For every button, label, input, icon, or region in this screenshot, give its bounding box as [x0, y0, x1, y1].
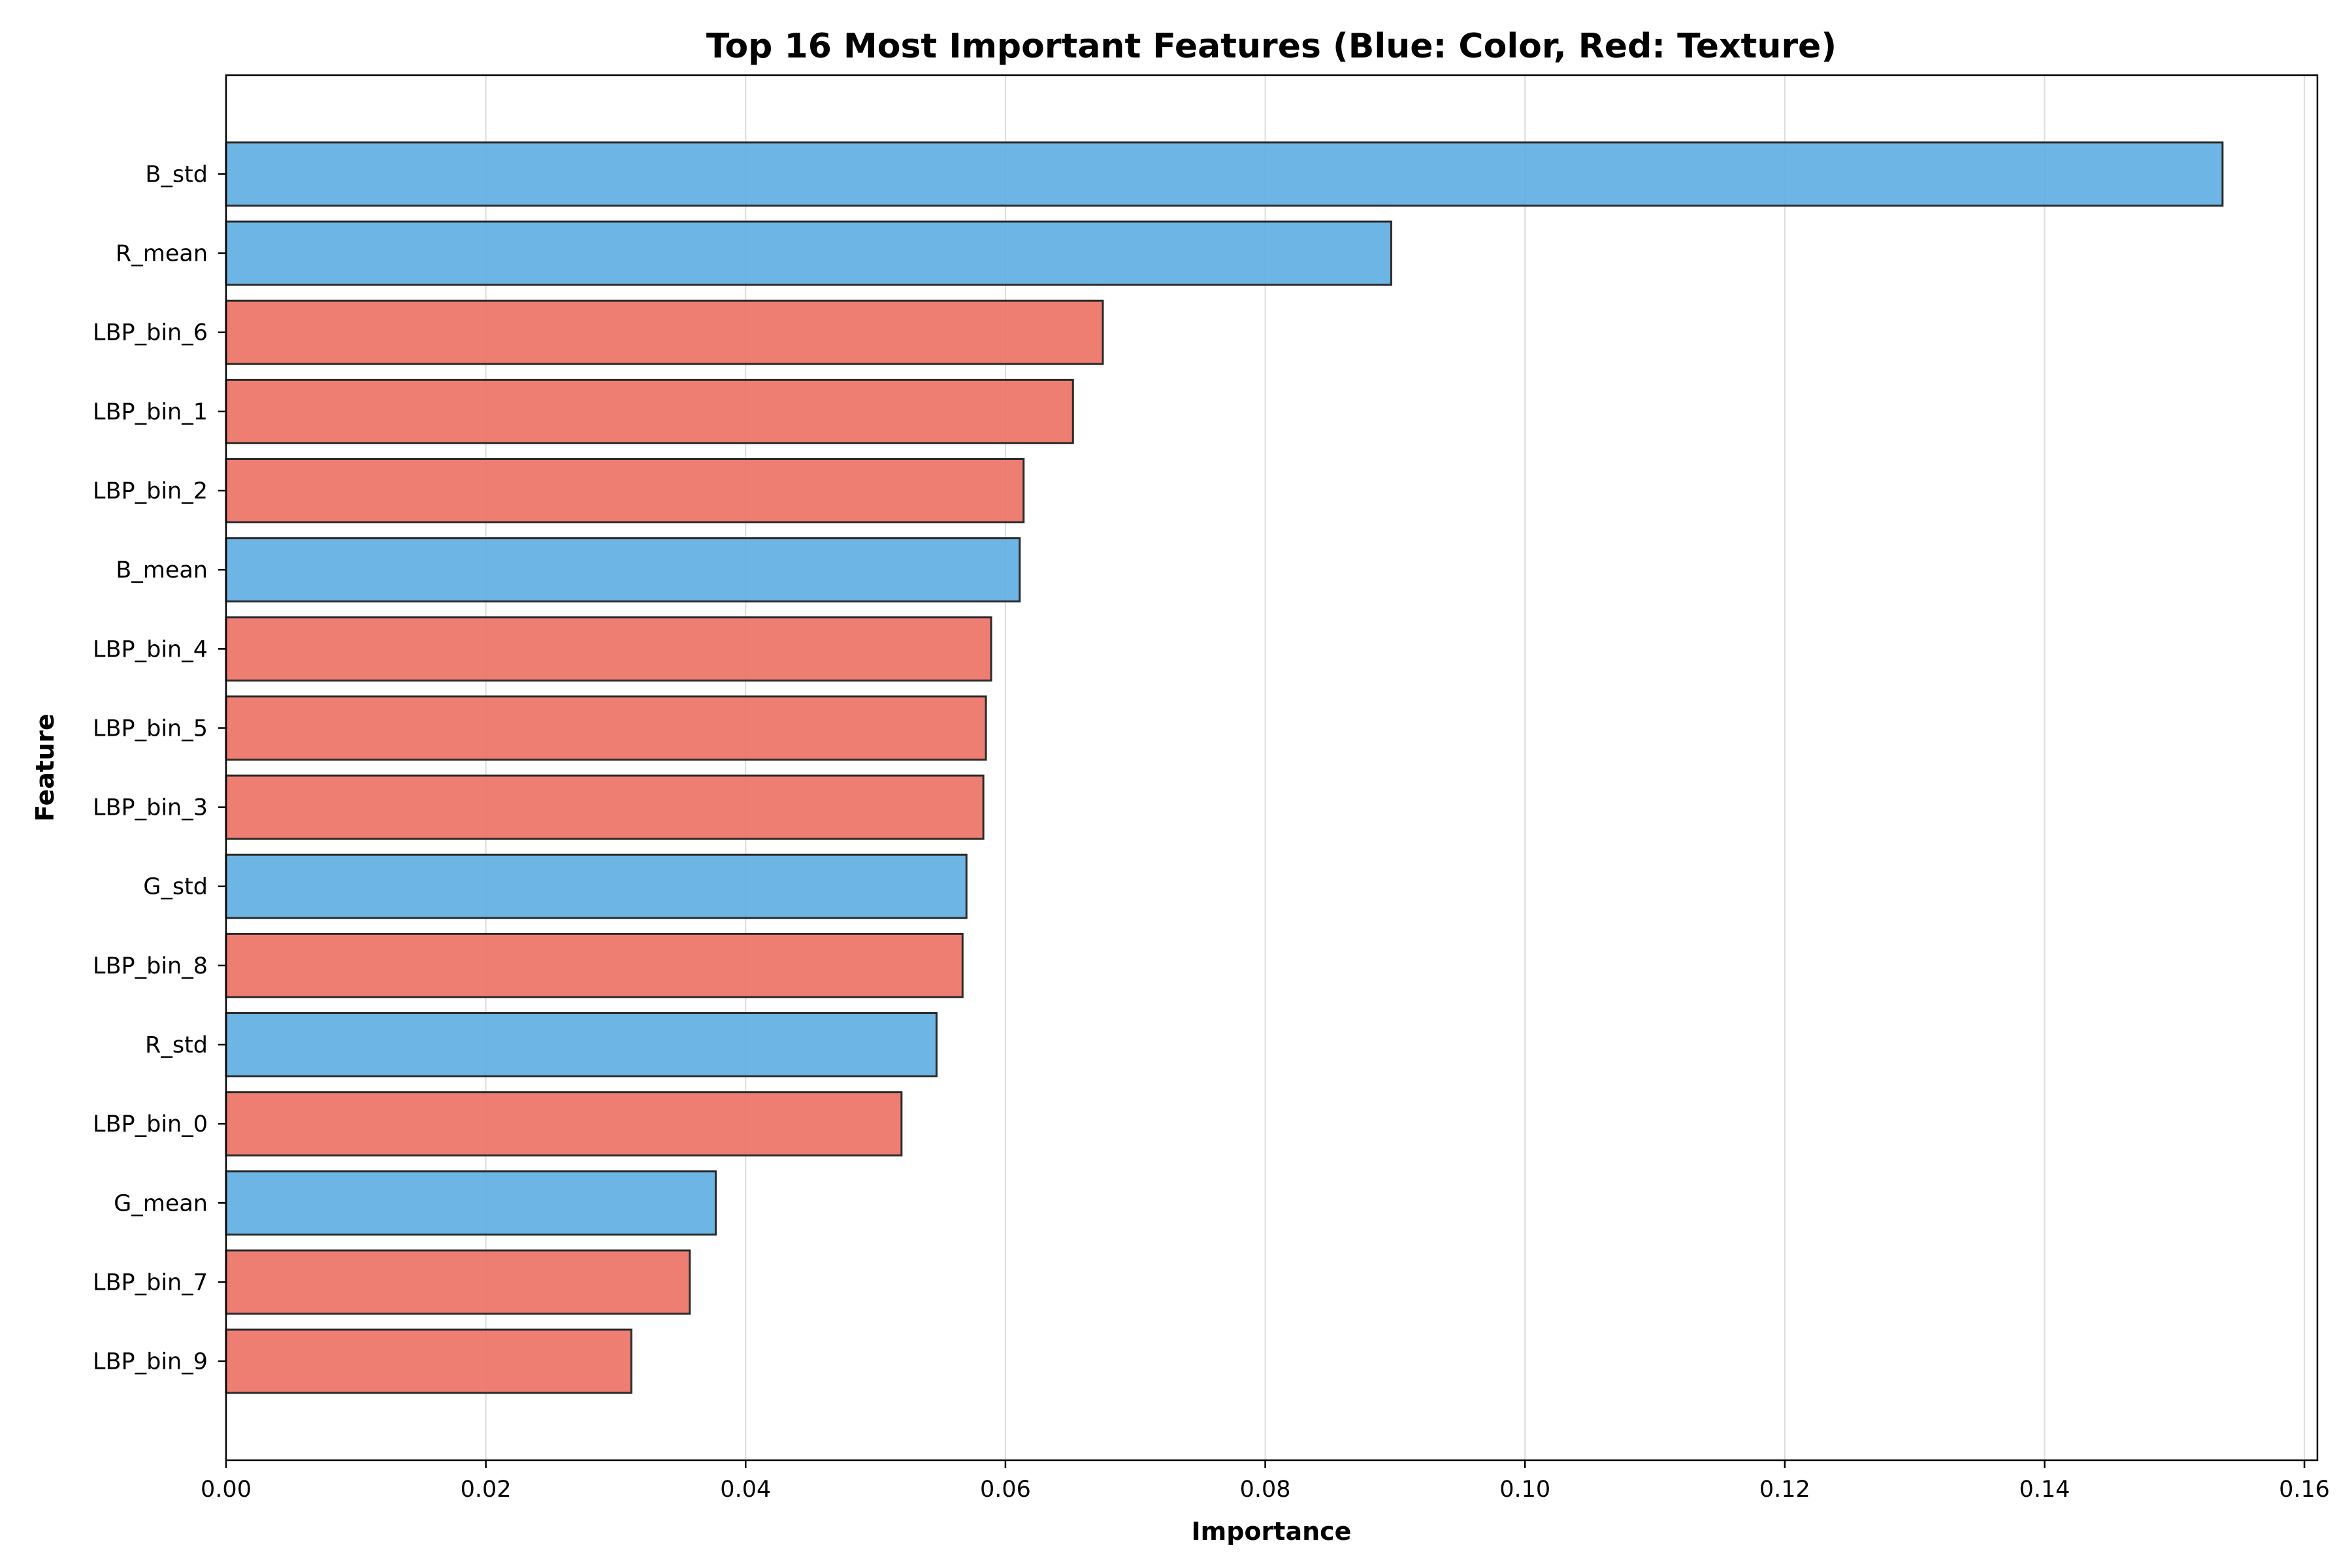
bar-lbp-bin-8: [225, 932, 964, 998]
y-tick-label: R_std: [145, 1032, 208, 1058]
x-tick-label: 0.12: [1759, 1477, 1810, 1503]
y-tick-label: B_mean: [116, 557, 208, 583]
bar-lbp-bin-1: [225, 378, 1074, 444]
bar-lbp-bin-5: [225, 695, 987, 761]
bar-lbp-bin-4: [225, 616, 992, 682]
bar-g-mean: [225, 1170, 717, 1236]
y-tick-label: LBP_bin_4: [93, 636, 208, 662]
y-tick-label: LBP_bin_1: [93, 399, 208, 425]
x-tick-label: 0.16: [2279, 1477, 2330, 1503]
bar-r-std: [225, 1012, 938, 1077]
x-tick-label: 0.02: [461, 1477, 512, 1503]
y-tick-label: LBP_bin_5: [93, 715, 208, 742]
x-tick-label: 0.10: [1499, 1477, 1550, 1503]
bar-r-mean: [225, 220, 1392, 286]
y-axis-ticks: B_std R_mean LBP_bin_6 LBP_bin_1 LBP_bin_2 B_…: [93, 161, 226, 1375]
bar-b-mean: [225, 537, 1021, 603]
y-tick-label: LBP_bin_0: [93, 1111, 208, 1137]
y-tick-label: G_std: [143, 874, 208, 900]
x-tick-label: 0.06: [980, 1477, 1031, 1503]
x-axis-ticks: 0.00 0.02 0.04 0.06 0.08 0.10 0.12 0.14 0.16: [201, 1460, 2330, 1503]
y-axis-label: Feature: [31, 713, 59, 822]
bars: [225, 141, 2224, 1394]
bar-lbp-bin-6: [225, 299, 1104, 365]
y-tick-label: B_std: [145, 161, 208, 188]
bar-lbp-bin-0: [225, 1091, 903, 1157]
x-tick-label: 0.04: [720, 1477, 771, 1503]
chart-title: Top 16 Most Important Features (Blue: Co…: [706, 27, 1837, 66]
y-tick-label: LBP_bin_9: [93, 1349, 208, 1375]
y-tick-label: LBP_bin_6: [93, 320, 208, 346]
bar-g-std: [225, 853, 968, 919]
x-axis-label: Importance: [1192, 1517, 1352, 1546]
y-tick-label: LBP_bin_2: [93, 478, 208, 504]
x-tick-label: 0.00: [201, 1477, 252, 1503]
bar-lbp-bin-7: [225, 1249, 691, 1315]
bar-lbp-bin-3: [225, 774, 985, 840]
y-tick-label: G_mean: [114, 1190, 208, 1217]
bar-lbp-bin-2: [225, 458, 1025, 523]
x-tick-label: 0.14: [2019, 1477, 2070, 1503]
y-tick-label: LBP_bin_3: [93, 795, 208, 821]
y-tick-label: LBP_bin_7: [93, 1269, 208, 1296]
x-tick-label: 0.08: [1240, 1477, 1291, 1503]
plot-frame: [225, 74, 2319, 1462]
y-tick-label: R_mean: [116, 241, 208, 267]
bar-b-std: [225, 141, 2224, 207]
bar-lbp-bin-9: [225, 1328, 632, 1394]
y-tick-label: LBP_bin_8: [93, 953, 208, 979]
